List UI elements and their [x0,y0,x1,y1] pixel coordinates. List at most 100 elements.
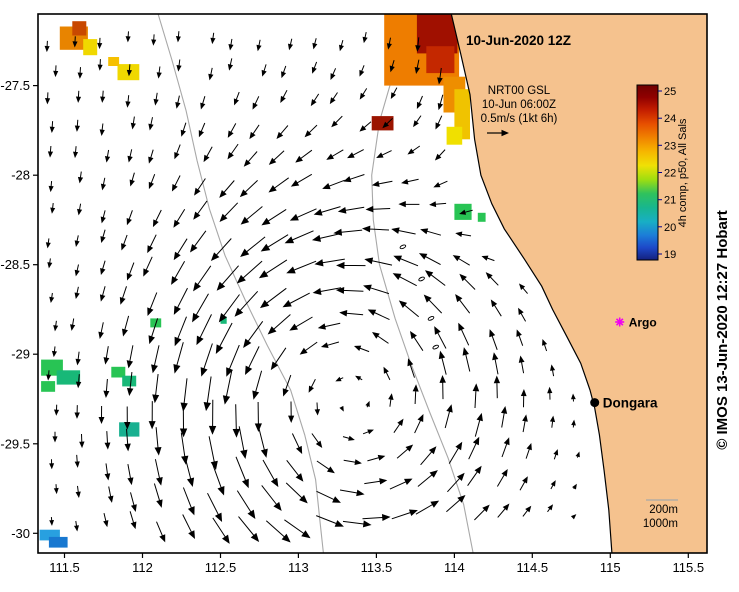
current-arrow [389,478,413,490]
current-arrow [420,446,437,466]
current-arrow [520,388,527,408]
current-arrow [226,344,240,377]
current-arrow [222,370,233,405]
dongara-label: Dongara [603,396,658,411]
current-arrow [210,238,232,262]
current-arrow [434,149,446,161]
current-arrow [363,284,390,295]
current-arrow [391,509,418,520]
map-title: 10-Jun-2020 12Z [466,33,571,48]
current-arrow [127,149,133,163]
current-arrow [288,401,295,423]
current-arrow [438,350,447,375]
current-arrow [415,500,440,515]
current-arrow [365,205,391,213]
colorbar-tick-label: 22 [664,168,676,180]
current-arrow [119,286,127,305]
current-arrow [232,404,240,438]
current-arrow [362,513,391,521]
current-arrow [542,338,548,352]
current-arrow [312,287,342,295]
current-arrow [228,38,234,51]
current-arrow [518,307,527,322]
current-arrow [103,512,109,528]
credit-text: © IMOS 13-Jun-2020 12:27 Hobart [714,210,731,449]
current-arrow [342,520,372,528]
current-arrow [423,294,443,314]
colorbar-bar [636,84,659,261]
current-arrow [47,258,53,269]
current-arrow [330,68,337,80]
current-arrow [462,347,471,372]
current-arrow [190,230,207,253]
current-arrow [171,261,186,285]
salinity-patch [371,116,394,131]
colorbar-tick-label: 19 [664,249,676,261]
current-arrow [489,329,498,350]
current-arrow [208,67,214,81]
current-arrow [203,376,212,412]
current-arrow [437,67,443,85]
current-arrow [261,64,267,77]
current-arrow [570,393,576,402]
current-arrow [339,39,344,52]
current-arrow [126,345,134,369]
current-arrow [77,171,84,184]
abrolhos-islands [399,244,439,350]
current-arrow [519,476,528,491]
current-arrow [49,121,55,134]
x-tick-label: 115.5 [673,560,705,575]
current-arrow [49,459,55,470]
salinity-patch [108,57,120,66]
current-arrow [362,31,368,44]
current-arrow [100,177,107,191]
salinity-patches [39,14,486,548]
current-arrow [103,346,110,365]
current-arrow [176,59,182,72]
current-arrow [295,149,313,163]
current-arrow [286,459,304,482]
current-arrow [270,347,287,371]
current-arrow [193,200,208,220]
current-arrow [238,426,248,459]
y-tick-label: -27.5 [0,78,30,93]
current-arrow [173,208,186,228]
current-arrow [156,521,166,543]
current-arrow [99,286,106,302]
current-arrow [45,238,51,249]
current-arrow [252,370,263,400]
current-arrow [571,419,576,428]
current-arrow [392,273,417,287]
current-arrow [53,484,59,495]
current-arrow [211,463,225,496]
current-arrow [388,393,394,407]
current-arrow [286,260,317,274]
y-tick-label: -29 [11,347,30,362]
current-arrow [153,483,163,508]
current-arrow [362,225,390,233]
x-tick-label: 111.5 [49,560,80,575]
current-arrow [371,180,393,187]
current-arrow [200,343,213,377]
current-arrow [485,272,499,286]
coastline [450,14,613,553]
current-arrow [238,516,260,543]
current-arrow [522,505,532,517]
current-arrow [207,492,223,523]
current-arrow [547,504,554,513]
current-arrow [261,485,282,512]
current-arrow [339,405,344,412]
x-tick-label: 113.5 [361,560,393,575]
current-arrow [391,227,416,235]
current-arrow [74,119,80,132]
current-arrow [97,59,103,71]
current-arrow [458,322,470,346]
current-arrow [287,38,294,51]
current-arrow [367,454,386,462]
current-arrow [210,32,216,45]
current-arrow [125,95,131,108]
y-tick-label: -28 [11,168,30,183]
current-arrow [218,294,240,323]
current-arrow [52,431,58,443]
current-arrow [234,290,259,317]
